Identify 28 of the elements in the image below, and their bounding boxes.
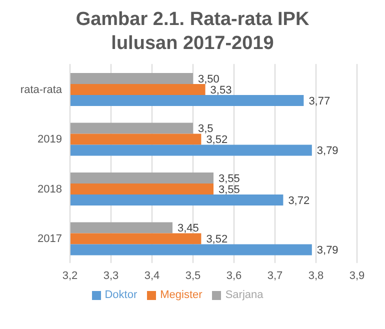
- data-label: 3,77: [308, 95, 330, 108]
- chart-title: Gambar 2.1. Rata-rata IPK lulusan 2017-2019: [74, 8, 310, 56]
- x-tick-label: 3,8: [308, 270, 324, 282]
- data-label: 3,55: [218, 172, 240, 185]
- data-label: 3,55: [218, 184, 240, 196]
- data-label: 3,52: [206, 234, 228, 246]
- data-label: 3,79: [316, 145, 338, 158]
- data-label: 3,45: [178, 222, 199, 235]
- x-tick-label: 3,3: [103, 270, 119, 282]
- legend-label: Doktor: [104, 289, 138, 301]
- y-tick-label: 2019: [38, 134, 62, 146]
- data-label: 3,52: [206, 134, 228, 146]
- y-tick-label: rata-rata: [20, 84, 63, 96]
- data-label: 3,79: [316, 244, 338, 257]
- x-tick-label: 3,4: [144, 270, 160, 282]
- legend-label: Megister: [160, 289, 202, 301]
- x-tick-label: 3,2: [62, 270, 78, 282]
- x-tick-label: 3,6: [226, 270, 242, 282]
- x-tick-label: 3,5: [185, 270, 201, 282]
- y-tick-label: 2017: [38, 233, 62, 246]
- data-label: 3,5: [198, 123, 214, 136]
- legend-label: Sarjana: [225, 289, 264, 301]
- data-label: 3,50: [198, 73, 220, 86]
- data-label: 3,72: [288, 194, 310, 207]
- x-tick-label: 3,9: [349, 270, 365, 282]
- x-tick-label: 3,7: [267, 270, 283, 282]
- data-label: 3,53: [210, 84, 232, 96]
- y-tick-label: 2018: [38, 183, 62, 196]
